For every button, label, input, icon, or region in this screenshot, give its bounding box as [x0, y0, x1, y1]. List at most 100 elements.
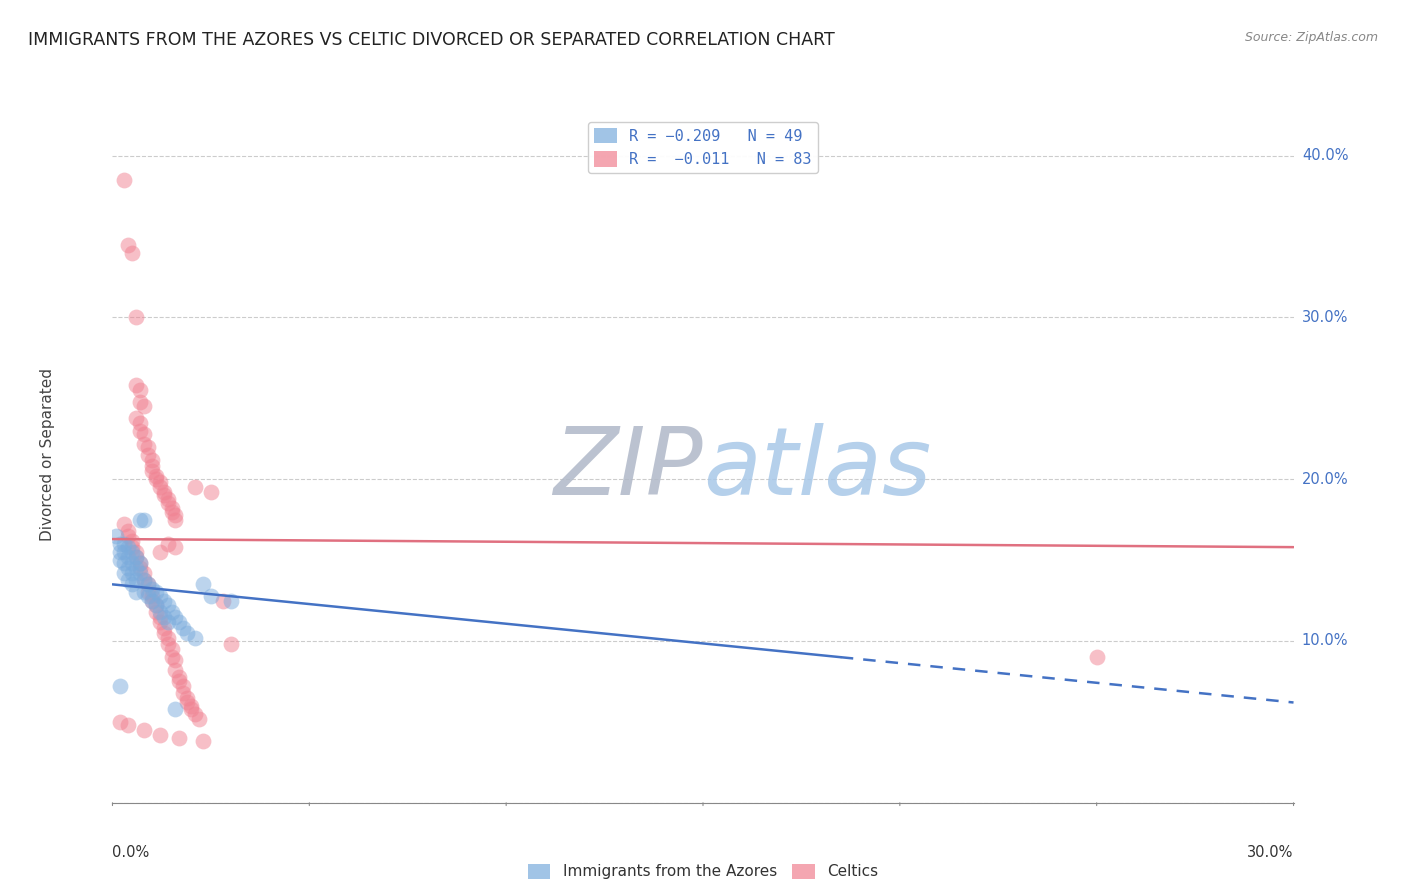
- Point: [117, 524, 139, 538]
- Point: [132, 426, 155, 441]
- Point: [141, 459, 163, 474]
- Text: 40.0%: 40.0%: [1302, 148, 1348, 163]
- Point: [152, 621, 174, 635]
- Point: [156, 496, 179, 510]
- Point: [169, 670, 191, 684]
- Point: [145, 472, 167, 486]
- Point: [132, 723, 155, 737]
- Point: [152, 485, 174, 500]
- Point: [165, 663, 187, 677]
- Text: 30.0%: 30.0%: [1247, 845, 1294, 860]
- Text: 20.0%: 20.0%: [1302, 472, 1348, 487]
- Point: [180, 698, 202, 713]
- Point: [165, 540, 187, 554]
- Point: [176, 626, 198, 640]
- Point: [129, 416, 152, 430]
- Point: [141, 464, 163, 478]
- Point: [112, 545, 135, 559]
- Text: ZIP: ZIP: [554, 424, 703, 515]
- Point: [145, 585, 167, 599]
- Point: [136, 577, 159, 591]
- Point: [132, 513, 155, 527]
- Point: [211, 593, 233, 607]
- Point: [110, 553, 132, 567]
- Point: [125, 561, 148, 575]
- Point: [141, 452, 163, 467]
- Point: [117, 529, 139, 543]
- Point: [121, 540, 143, 554]
- Point: [149, 589, 172, 603]
- Point: [165, 609, 187, 624]
- Point: [129, 424, 152, 438]
- Point: [121, 577, 143, 591]
- Point: [160, 605, 183, 619]
- Point: [125, 549, 148, 564]
- Point: [176, 696, 198, 710]
- Point: [152, 593, 174, 607]
- Point: [136, 585, 159, 599]
- Point: [169, 674, 191, 689]
- Point: [136, 440, 159, 454]
- Point: [132, 585, 155, 599]
- Text: 0.0%: 0.0%: [112, 845, 149, 860]
- Point: [1085, 650, 1108, 665]
- Point: [172, 686, 194, 700]
- Text: atlas: atlas: [703, 424, 931, 515]
- Point: [149, 475, 172, 490]
- Point: [160, 642, 183, 657]
- Point: [149, 480, 172, 494]
- Point: [152, 609, 174, 624]
- Point: [110, 545, 132, 559]
- Point: [219, 593, 242, 607]
- Point: [105, 529, 128, 543]
- Point: [125, 410, 148, 425]
- Text: Source: ZipAtlas.com: Source: ZipAtlas.com: [1244, 31, 1378, 45]
- Point: [129, 561, 152, 575]
- Point: [149, 545, 172, 559]
- Legend: Immigrants from the Azores, Celtics: Immigrants from the Azores, Celtics: [522, 857, 884, 886]
- Point: [200, 589, 222, 603]
- Point: [152, 626, 174, 640]
- Point: [149, 609, 172, 624]
- Point: [184, 631, 207, 645]
- Point: [129, 557, 152, 571]
- Point: [141, 582, 163, 597]
- Point: [112, 517, 135, 532]
- Point: [149, 615, 172, 629]
- Point: [121, 533, 143, 548]
- Point: [112, 537, 135, 551]
- Point: [156, 491, 179, 506]
- Point: [156, 615, 179, 629]
- Point: [129, 383, 152, 397]
- Point: [169, 615, 191, 629]
- Point: [165, 508, 187, 522]
- Point: [141, 593, 163, 607]
- Point: [180, 702, 202, 716]
- Point: [117, 237, 139, 252]
- Point: [160, 650, 183, 665]
- Point: [117, 573, 139, 587]
- Point: [156, 637, 179, 651]
- Point: [125, 585, 148, 599]
- Text: IMMIGRANTS FROM THE AZORES VS CELTIC DIVORCED OR SEPARATED CORRELATION CHART: IMMIGRANTS FROM THE AZORES VS CELTIC DIV…: [28, 31, 835, 49]
- Text: Divorced or Separated: Divorced or Separated: [39, 368, 55, 541]
- Point: [165, 513, 187, 527]
- Point: [129, 394, 152, 409]
- Point: [145, 599, 167, 613]
- Point: [136, 448, 159, 462]
- Point: [156, 537, 179, 551]
- Point: [184, 480, 207, 494]
- Point: [110, 714, 132, 729]
- Point: [145, 605, 167, 619]
- Point: [169, 731, 191, 745]
- Point: [200, 485, 222, 500]
- Point: [152, 488, 174, 502]
- Point: [112, 566, 135, 580]
- Point: [125, 545, 148, 559]
- Point: [132, 436, 155, 450]
- Point: [191, 577, 214, 591]
- Point: [156, 631, 179, 645]
- Point: [145, 469, 167, 483]
- Point: [149, 605, 172, 619]
- Point: [165, 653, 187, 667]
